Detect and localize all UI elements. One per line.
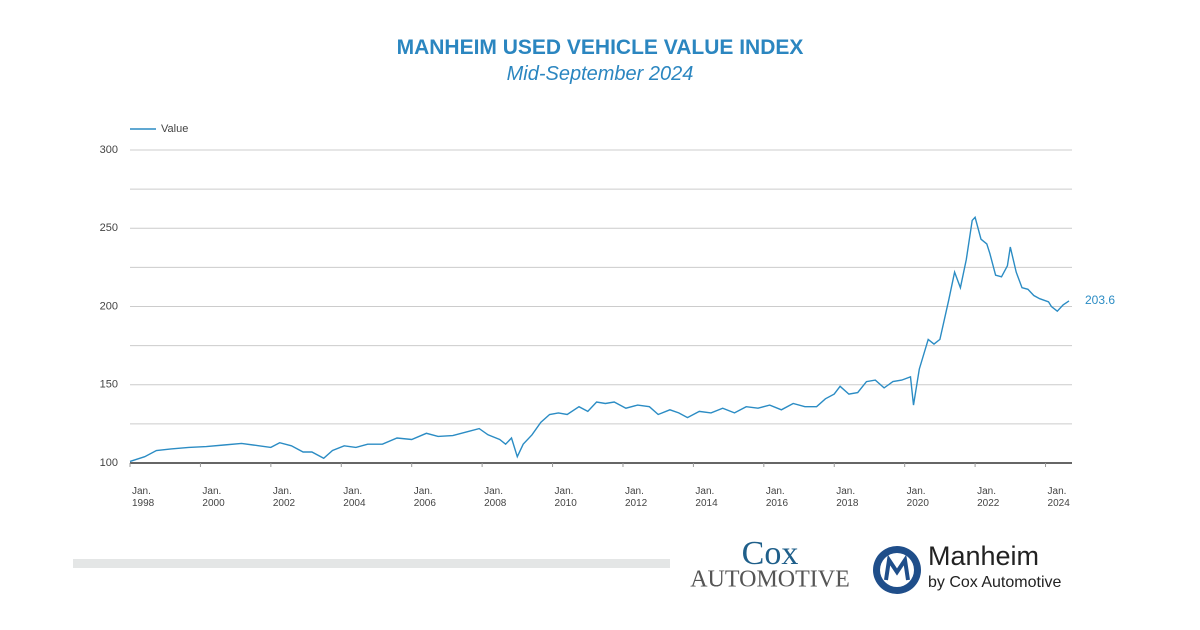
cox-logo: Cox (742, 535, 799, 572)
chart-subtitle: Mid-September 2024 (506, 63, 694, 85)
x-tick-label: Jan. 2024 (1047, 486, 1070, 509)
cox-logo-sub: Automotive (690, 567, 850, 593)
x-tick-label: Jan. 2020 (906, 486, 929, 509)
x-tick-label: Jan. 2022 (977, 486, 1000, 509)
chart-title: MANHEIM USED VEHICLE VALUE INDEX (396, 36, 804, 59)
x-tick-label: Jan. 2004 (343, 486, 366, 509)
x-tick-label: Jan. 2002 (272, 486, 296, 509)
x-tick-label: Jan. 2008 (484, 486, 507, 509)
manheim-logo-m (884, 554, 910, 581)
y-tick-label: 200 (100, 300, 118, 312)
end-label: 203.6 (1085, 293, 1115, 307)
x-tick-label: Jan. 2016 (765, 486, 789, 509)
x-tick-label: Jan. 2018 (836, 486, 859, 509)
y-tick-label: 150 (100, 379, 118, 391)
x-tick-label: Jan. 2000 (202, 486, 225, 509)
x-tick-label: Jan. 1998 (132, 486, 155, 509)
footer-bar (73, 559, 670, 568)
x-tick-label: Jan. 2014 (695, 486, 718, 509)
manheim-logo: Manheim (928, 541, 1039, 571)
line (129, 215, 1070, 463)
y-tick-label: 300 (100, 144, 118, 156)
x-tick-label: Jan. 2006 (413, 486, 436, 509)
x-tick-label: Jan. 2010 (554, 486, 577, 509)
y-tick-label: 250 (100, 222, 118, 234)
x-tick-label: Jan. 2012 (624, 486, 648, 509)
y-tick-label: 100 (100, 457, 118, 469)
manheim-logo-sub: by Cox Automotive (928, 574, 1062, 591)
legend-label: Value (161, 123, 188, 135)
